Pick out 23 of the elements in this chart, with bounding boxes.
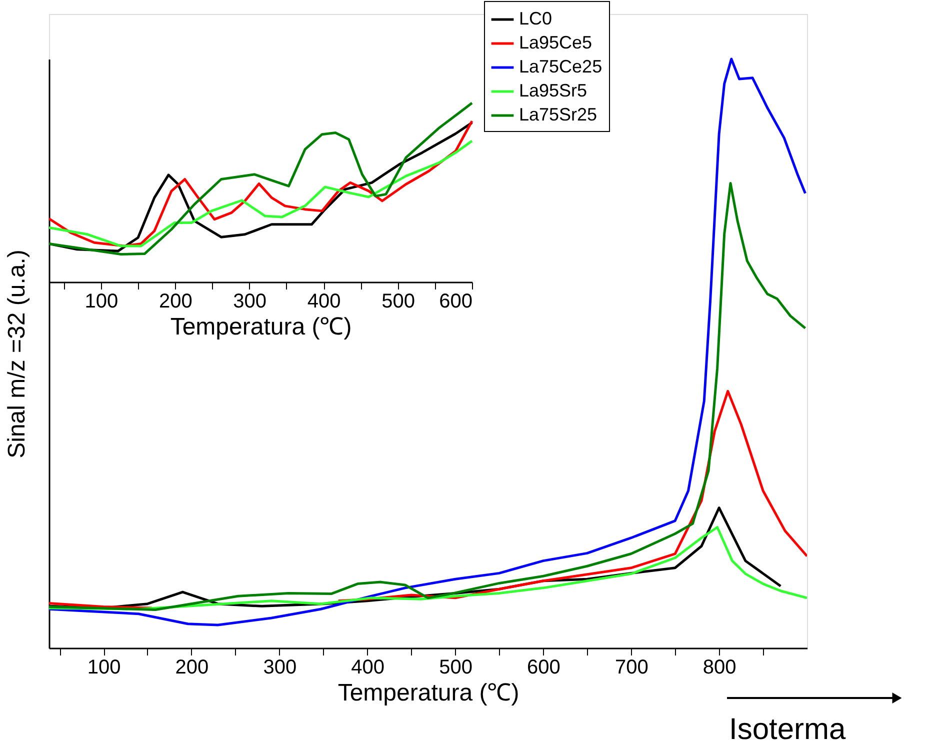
legend-label: La75Sr25 <box>519 104 598 124</box>
x-tick-label: 100 <box>87 656 121 678</box>
x-tick-label: 100 <box>84 290 118 312</box>
x-tick-label: 200 <box>175 656 209 678</box>
x-tick-label: 300 <box>263 656 297 678</box>
x-tick-label: 500 <box>382 290 415 312</box>
x-tick-label: 600 <box>439 290 472 312</box>
legend-label: La75Ce25 <box>519 56 602 76</box>
x-axis-title: Temperatura (℃) <box>338 680 520 706</box>
legend-label: La95Ce5 <box>519 32 592 52</box>
x-tick-label: 600 <box>527 656 560 678</box>
x-tick-label: 400 <box>351 656 385 678</box>
x-tick-label: 400 <box>307 290 341 312</box>
legend-label: LC0 <box>519 8 552 28</box>
x-tick-label: 800 <box>702 656 736 678</box>
legend-label: La95Sr5 <box>519 80 588 100</box>
x-tick-label: 500 <box>439 656 472 678</box>
x-tick-label: 700 <box>614 656 648 678</box>
y-axis-title: Sinal m/z =32 (u.a.) <box>4 250 30 458</box>
x-tick-label: 300 <box>233 290 267 312</box>
text: Isoterma <box>729 713 846 744</box>
x-axis-title: Temperatura (℃) <box>170 314 352 340</box>
x-tick-label: 200 <box>158 290 192 312</box>
